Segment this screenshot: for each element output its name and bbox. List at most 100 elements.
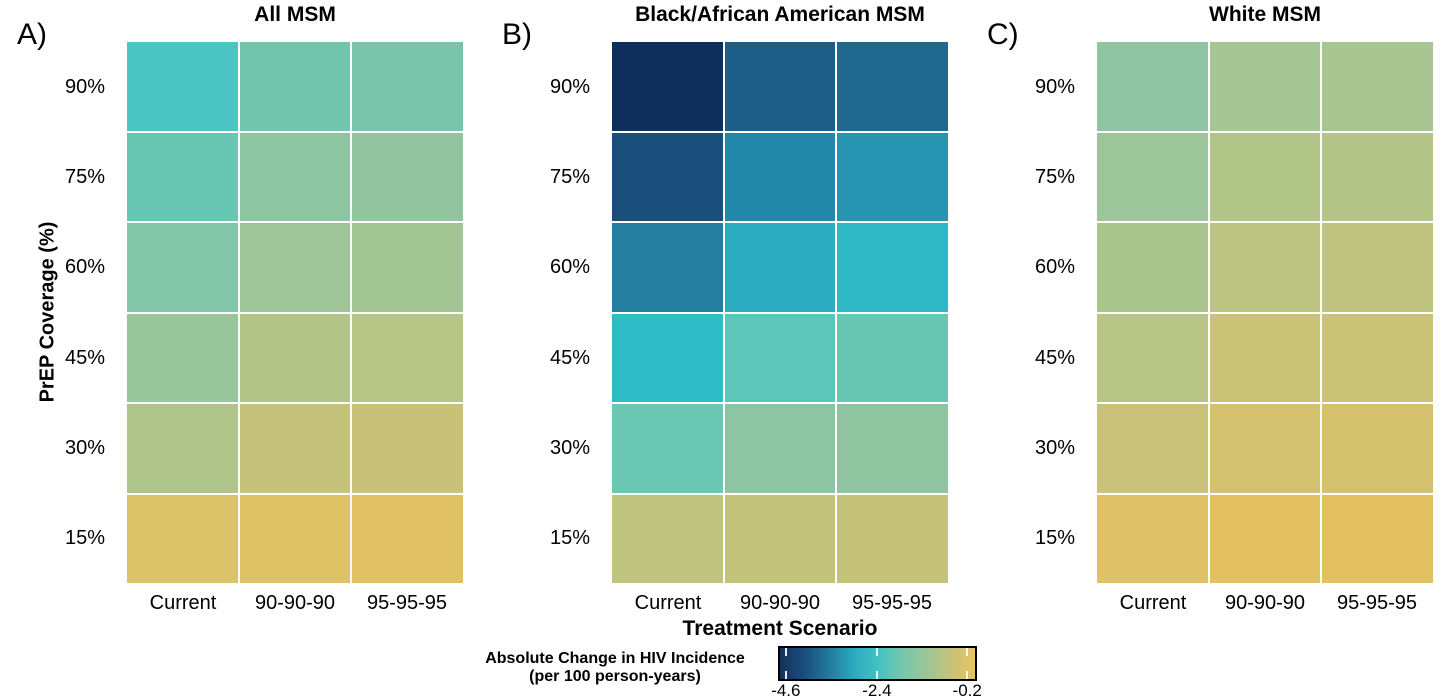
y-axis-tick-label: 90% (1034, 76, 1075, 99)
colorbar-tick-mark (784, 648, 787, 656)
heatmap-cell (1209, 494, 1321, 583)
heatmap-cell (239, 132, 351, 221)
heatmap-grid-black-african-american-msm (612, 42, 948, 583)
heatmap-cell (1097, 42, 1208, 131)
heatmap-cell (1209, 313, 1321, 402)
y-axis-tick-label: 60% (1034, 256, 1075, 279)
colorbar-tick-mark (784, 671, 787, 679)
heatmap-cell (837, 132, 948, 221)
colorbar-gradient (778, 646, 977, 681)
heatmap-cell (239, 313, 351, 402)
x-axis-tick-label: 95-95-95 (1336, 592, 1418, 614)
heatmap-cell (612, 404, 723, 493)
heatmap-cell (724, 42, 836, 131)
heatmap-cell (1097, 404, 1208, 493)
panel-black-african-american-msm: B) Black/African American MSM 90% 75% 60% 4… (502, 0, 948, 620)
y-axis-tick-label: 15% (1034, 526, 1075, 549)
heatmap-cell (612, 223, 723, 312)
heatmap-grid-all-msm (127, 42, 463, 583)
panel-letter-c: C) (987, 18, 1019, 51)
y-axis-tick-label: 30% (64, 436, 105, 459)
heatmap-cell (127, 223, 238, 312)
heatmap-cell (352, 132, 463, 221)
x-axis-tick-label: Current (149, 592, 217, 614)
heatmap-cell (612, 132, 723, 221)
heatmap-cell (352, 494, 463, 583)
y-axis-tick-label: 30% (549, 436, 590, 459)
heatmap-cell (1322, 313, 1433, 402)
heatmap-cell (1097, 313, 1208, 402)
heatmap-cell (1209, 404, 1321, 493)
heatmap-cell (724, 132, 836, 221)
x-axis-tick-label: 90-90-90 (739, 592, 821, 614)
heatmap-cell (127, 132, 238, 221)
x-axis-tick-label: 90-90-90 (1224, 592, 1306, 614)
heatmap-cell (352, 42, 463, 131)
heatmap-cell (612, 313, 723, 402)
heatmap-cell (837, 494, 948, 583)
heatmap-cell (1097, 223, 1208, 312)
heatmap-cell (352, 313, 463, 402)
x-axis-title: Treatment Scenario (682, 617, 878, 640)
x-axis-tick-label: 95-95-95 (366, 592, 448, 614)
panel-title-white-msm: White MSM (1209, 3, 1321, 26)
heatmap-cell (1322, 404, 1433, 493)
y-axis-title: PrEP Coverage (%) (36, 221, 59, 403)
colorbar-title-line2: (per 100 person-years) (529, 668, 701, 685)
heatmap-cell (724, 223, 836, 312)
y-axis-tick-label: 60% (549, 256, 590, 279)
panel-white-msm: C) White MSM 90% 75% 60% 45% 30% 15% Current 9… (987, 0, 1433, 620)
heatmap-cell (724, 494, 836, 583)
heatmap-cell (1322, 42, 1433, 131)
heatmap-cell (239, 494, 351, 583)
y-axis-tick-label: 15% (549, 526, 590, 549)
colorbar-tick-label: -0.2 (952, 681, 982, 700)
heatmap-cell (1209, 42, 1321, 131)
colorbar-tick-mark (966, 648, 969, 656)
y-axis-tick-label: 90% (549, 76, 590, 99)
heatmap-cell (127, 42, 238, 131)
panel-letter-b: B) (502, 18, 532, 51)
heatmap-cell (352, 223, 463, 312)
x-axis-tick-label: 90-90-90 (254, 592, 336, 614)
heatmap-cell (1097, 132, 1208, 221)
heatmap-cell (1322, 494, 1433, 583)
y-axis-tick-label: 75% (549, 166, 590, 189)
y-axis-tick-label: 45% (64, 346, 105, 369)
y-axis-tick-label: 75% (64, 166, 105, 189)
y-axis-tick-label: 60% (64, 256, 105, 279)
colorbar-tick-label: -2.4 (862, 681, 892, 700)
x-axis-tick-label: Current (634, 592, 702, 614)
heatmap-cell (1097, 494, 1208, 583)
heatmap-cell (1209, 132, 1321, 221)
colorbar-title: Absolute Change in HIV Incidence (per 10… (460, 650, 770, 686)
y-axis-tick-label: 45% (1034, 346, 1075, 369)
heatmap-grid-white-msm (1097, 42, 1433, 583)
x-axis-tick-label: 95-95-95 (851, 592, 933, 614)
heatmap-cell (127, 404, 238, 493)
heatmap-cell (612, 494, 723, 583)
panel-title-black-african-american-msm: Black/African American MSM (635, 3, 925, 26)
heatmap-cell (239, 223, 351, 312)
panel-all-msm: A) All MSM 90% 75% 60% 45% 30% 15% Current 90-… (17, 0, 463, 620)
y-axis-tick-label: 15% (64, 526, 105, 549)
colorbar-tick-mark (875, 648, 878, 656)
heatmap-cell (127, 313, 238, 402)
heatmap-cell (724, 404, 836, 493)
heatmap-cell (612, 42, 723, 131)
heatmap-cell (1209, 223, 1321, 312)
y-axis-tick-label: 30% (1034, 436, 1075, 459)
heatmap-cell (1322, 132, 1433, 221)
heatmap-cell (352, 404, 463, 493)
heatmap-cell (837, 404, 948, 493)
y-axis-tick-label: 90% (64, 76, 105, 99)
colorbar-tick-mark (875, 671, 878, 679)
heatmap-cell (837, 313, 948, 402)
heatmap-cell (837, 42, 948, 131)
colorbar-tick-label: -4.6 (771, 681, 801, 700)
y-axis-tick-label: 75% (1034, 166, 1075, 189)
x-axis-tick-label: Current (1119, 592, 1187, 614)
heatmap-cell (837, 223, 948, 312)
heatmap-cell (239, 42, 351, 131)
